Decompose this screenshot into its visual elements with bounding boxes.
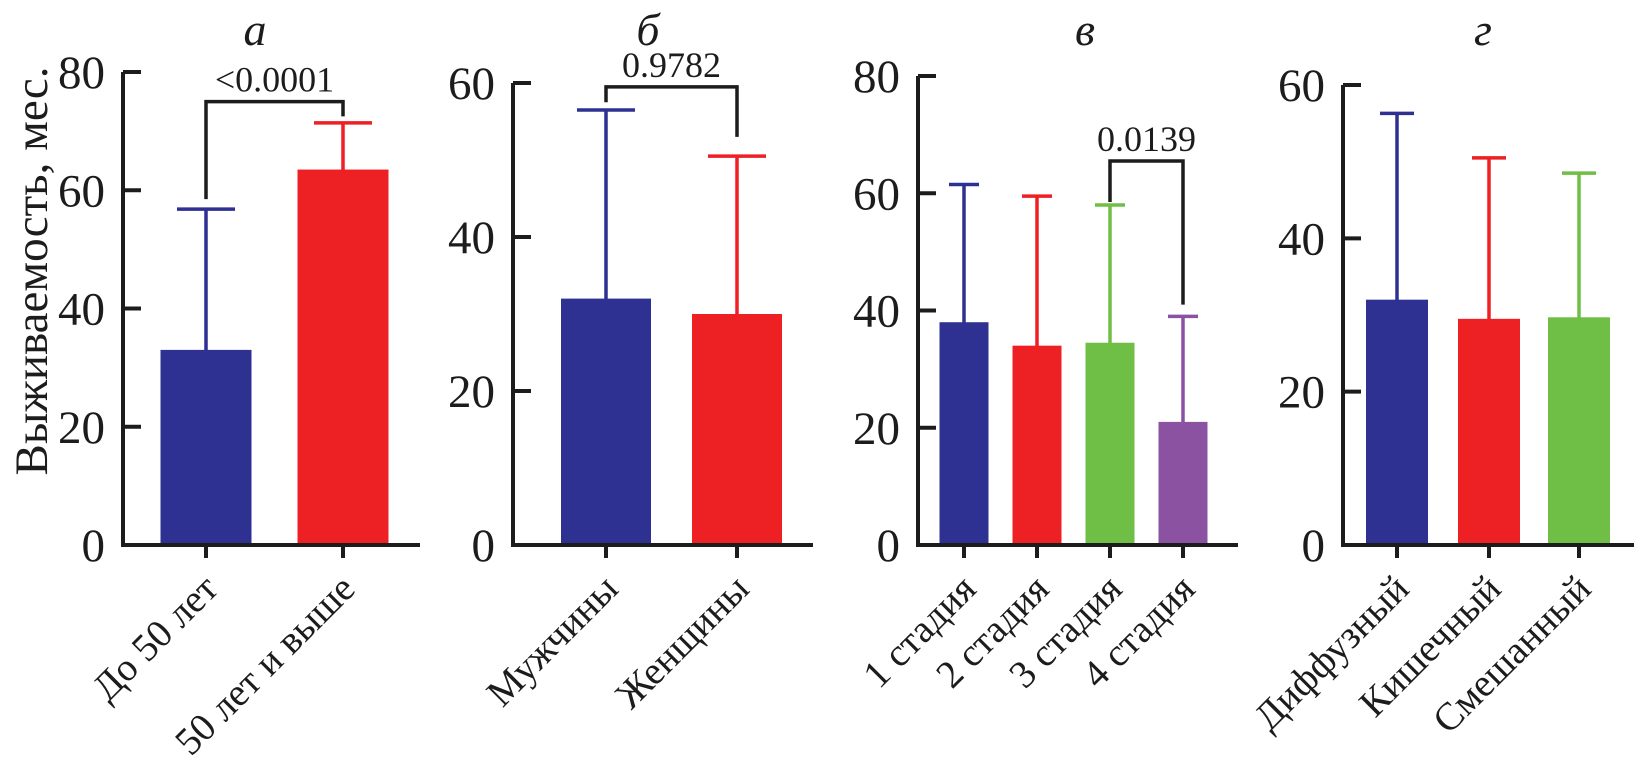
- panel-v-title: в: [1075, 4, 1095, 55]
- panel-v-bar-2: [1012, 345, 1062, 545]
- panel-g-bar-3: [1548, 317, 1610, 545]
- panel-v-significance-bracket: [1108, 159, 1185, 305]
- panel-a-yticklabel-80: 80: [58, 47, 105, 99]
- panel-b-significance-bracket: [604, 85, 739, 137]
- panel-b-yticklabel-0: 0: [472, 520, 496, 572]
- panel-g-bar-2: [1458, 318, 1520, 545]
- panel-a-yticklabel-60: 60: [58, 165, 105, 217]
- panel-b-yticklabel-20: 20: [448, 366, 495, 418]
- panel-b-yticklabel-60: 60: [448, 58, 495, 110]
- panel-a-axes: [121, 72, 420, 547]
- panel-b-bar-2: [692, 314, 782, 545]
- panel-a-bar-1: [160, 349, 252, 545]
- panel-v-axes: [916, 76, 1238, 547]
- panel-a-pvalue: <0.0001: [215, 60, 334, 100]
- panel-v-bar-1: [939, 322, 989, 545]
- panel-g-title: г: [1474, 4, 1492, 55]
- panel-v-yticklabel-20: 20: [853, 403, 900, 455]
- panel-b-yticklabel-40: 40: [448, 212, 495, 264]
- panel-a-title: а: [244, 4, 267, 55]
- panel-g-yticklabel-20: 20: [1278, 367, 1325, 419]
- panel-a-significance-bracket: [204, 99, 345, 200]
- panel-a-bar-2: [297, 169, 389, 545]
- panel-b-xlabel-1: Мужчины: [478, 567, 626, 715]
- panel-g-bar-1: [1366, 299, 1428, 545]
- panel-b-xlabel-2: Женщины: [607, 567, 757, 717]
- panel-v-pvalue: 0.0139: [1097, 119, 1196, 159]
- panel-a-yticklabel-0: 0: [82, 520, 106, 572]
- panel-g-yticklabel-0: 0: [1302, 520, 1326, 572]
- panel-b-bar-1: [561, 298, 651, 545]
- panel-v-yticklabel-0: 0: [877, 520, 901, 572]
- panel-v-bar-4: [1158, 421, 1208, 545]
- panel-v-yticklabel-60: 60: [853, 168, 900, 220]
- panel-b-title: б: [636, 4, 661, 55]
- panel-a-xlabel-1: До 50 лет: [84, 567, 226, 709]
- panel-v-yticklabel-40: 40: [853, 286, 900, 338]
- panel-v-bar-3: [1085, 342, 1135, 545]
- panel-a-yticklabel-40: 40: [58, 284, 105, 336]
- panel-g-yticklabel-60: 60: [1278, 60, 1325, 112]
- panel-b-pvalue: 0.9782: [622, 45, 721, 85]
- panel-a-yticklabel-20: 20: [58, 402, 105, 454]
- panel-g-yticklabel-40: 40: [1278, 213, 1325, 265]
- panel-v-yticklabel-80: 80: [853, 51, 900, 103]
